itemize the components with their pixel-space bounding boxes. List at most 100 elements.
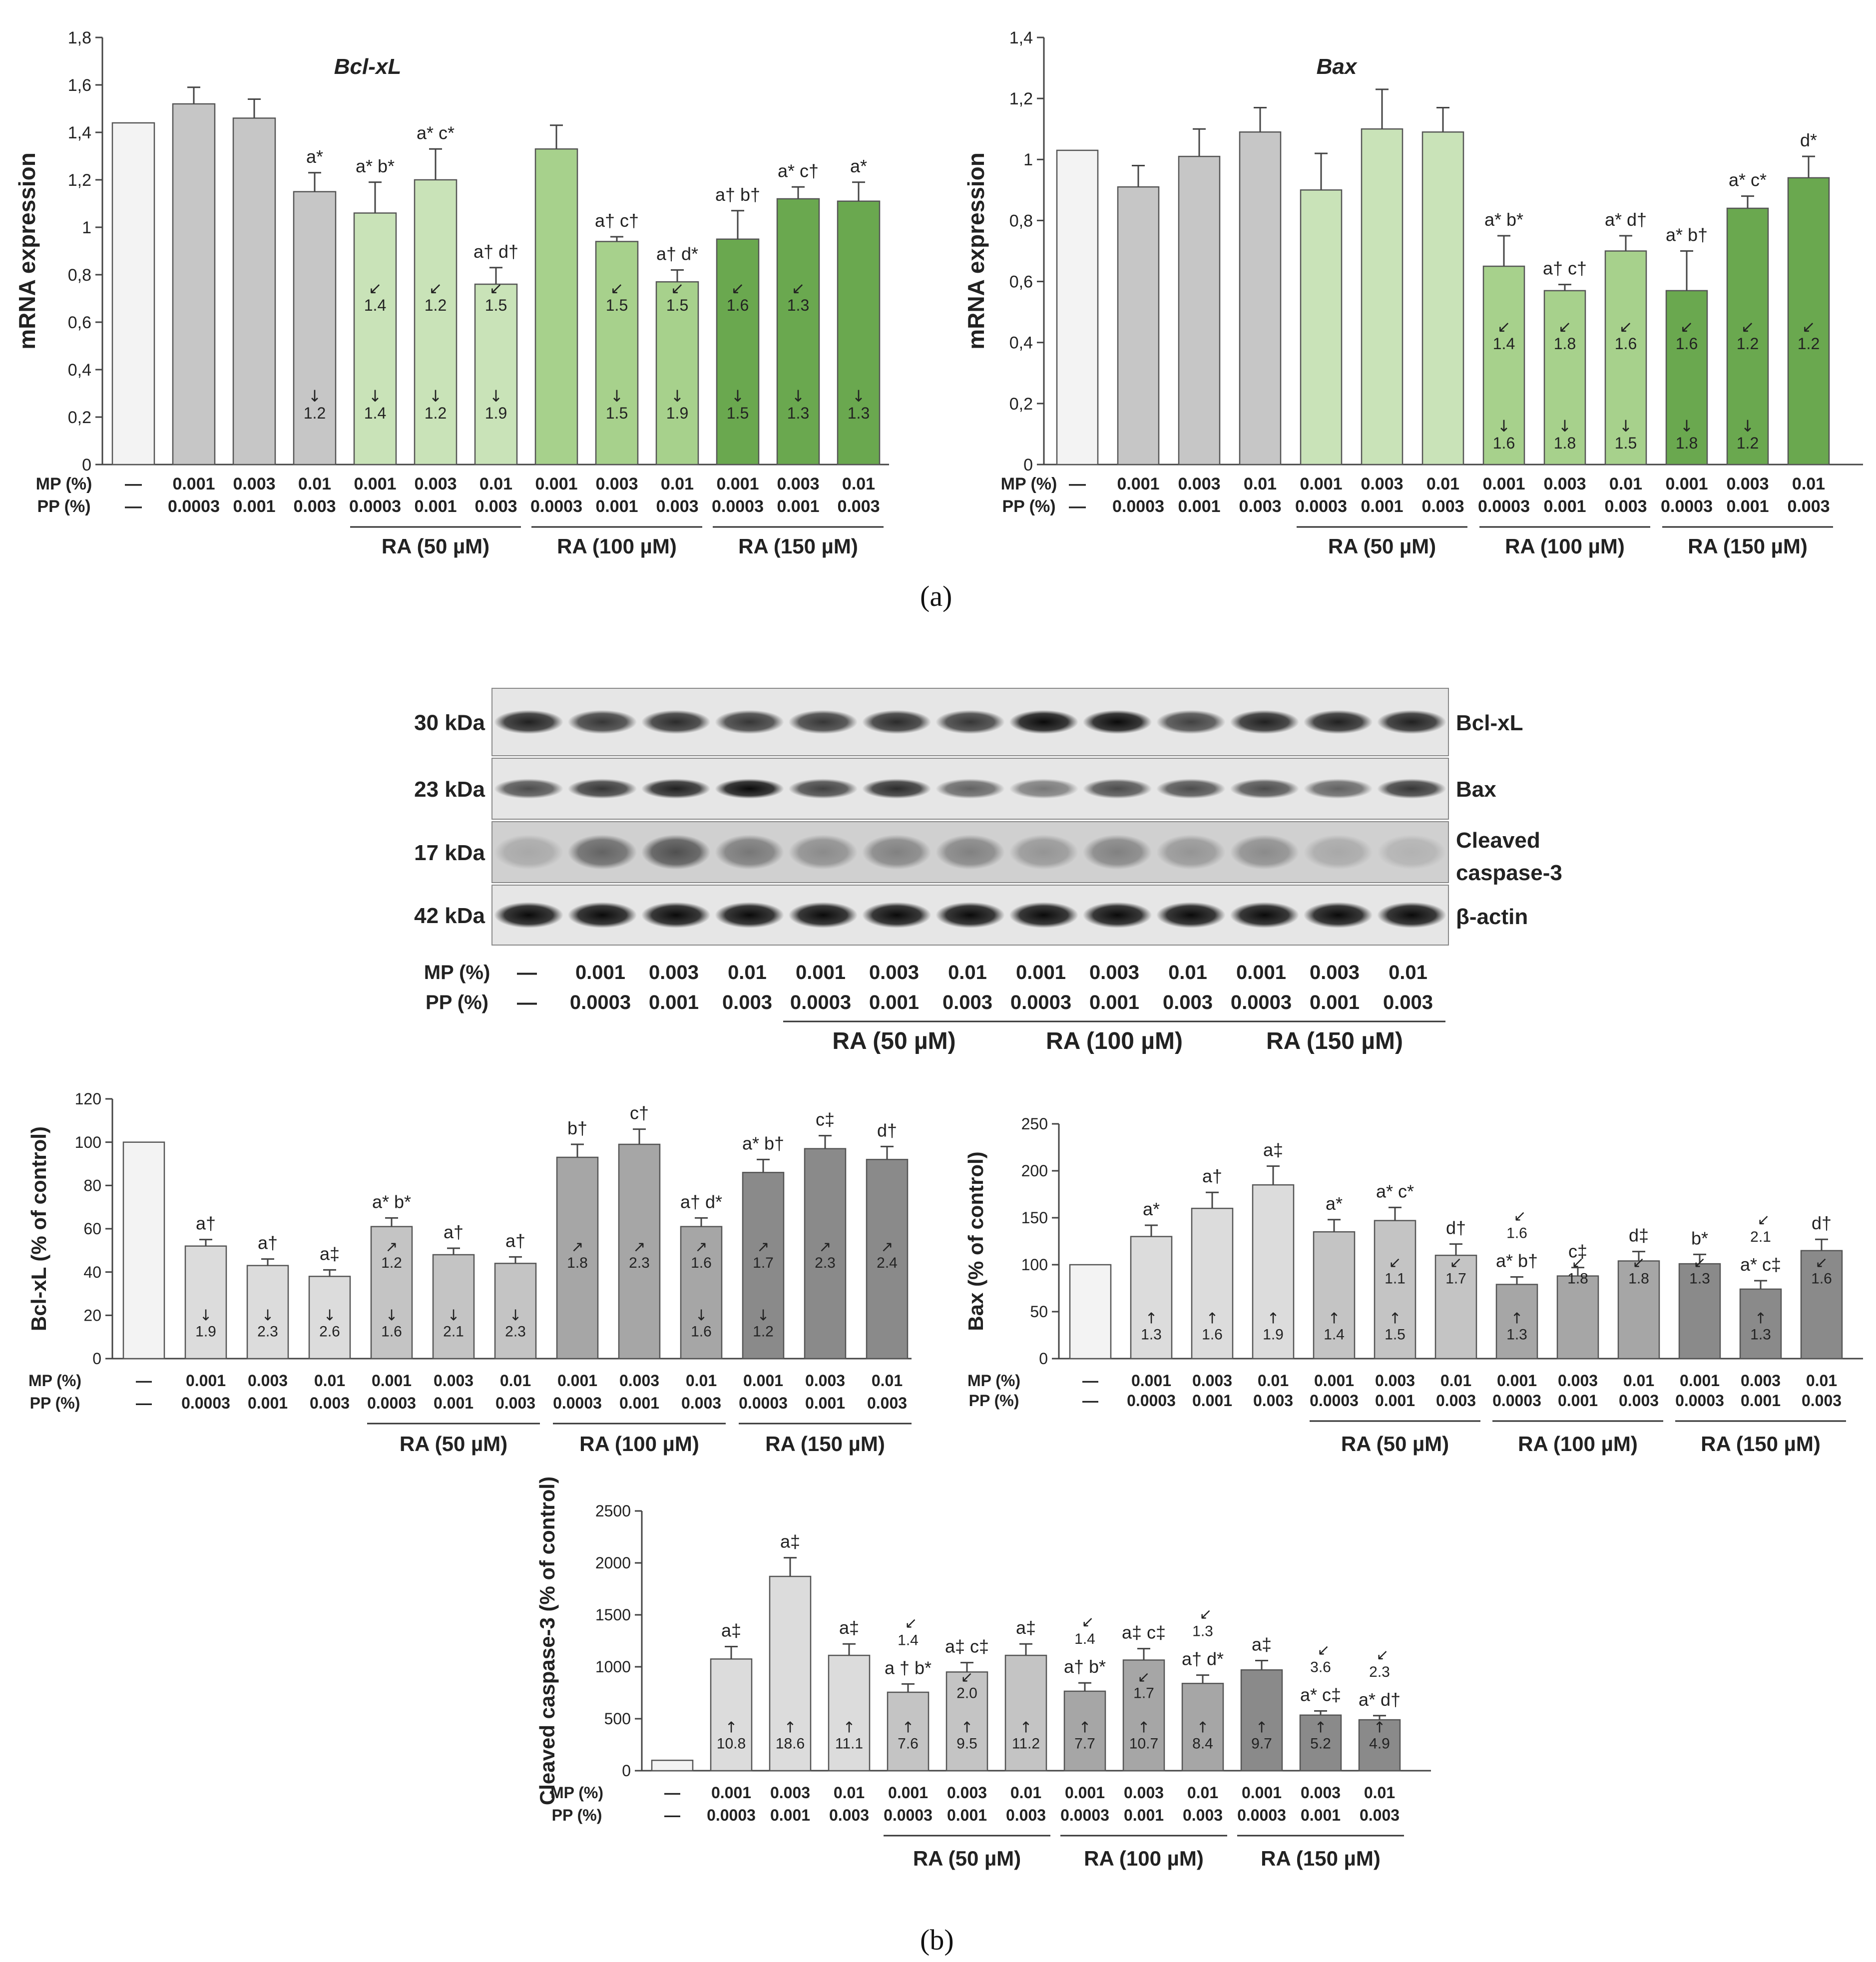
- pp-value: 0.0003: [1010, 991, 1071, 1013]
- panel-a-label: (a): [920, 580, 952, 612]
- bar: [1678, 1263, 1721, 1360]
- significance-label: a† c†: [595, 210, 639, 231]
- fold-change-label: 1.5: [485, 296, 507, 314]
- mp-value: 0.003: [1375, 1372, 1415, 1390]
- blot-band: [567, 710, 637, 734]
- bar: [716, 238, 760, 466]
- fold-change-label: 1.6: [381, 1324, 402, 1340]
- pp-value: 0.001: [1124, 1806, 1164, 1824]
- arrow-down-icon: ↓: [852, 387, 866, 406]
- fold-change-label: 2.1: [443, 1324, 464, 1340]
- blot-band: [1303, 835, 1373, 870]
- pp-value: 0.001: [1089, 991, 1139, 1013]
- arrow-diag-down-icon: ↙: [1571, 1254, 1584, 1272]
- mp-value: 0.003: [595, 475, 638, 493]
- group-label: RA (50 µM): [382, 534, 489, 558]
- pp-row-label: PP (%): [552, 1806, 602, 1824]
- bar: [1130, 1236, 1173, 1360]
- blot-band: [494, 902, 563, 928]
- y-tick-label: 1,6: [68, 76, 91, 95]
- bar: [1117, 186, 1160, 466]
- blot-band: [494, 779, 563, 799]
- blot-band: [1156, 779, 1226, 799]
- mp-value: 0.01: [872, 1372, 903, 1390]
- mp-value: 0.001: [535, 475, 577, 493]
- mp-value: —: [1069, 475, 1086, 493]
- blot-band: [788, 835, 858, 870]
- bar: [353, 212, 397, 466]
- fold-change-label: 18.6: [776, 1736, 805, 1752]
- arrow-diag-down-icon: ↙: [1389, 1254, 1401, 1272]
- blot-band: [1377, 835, 1446, 870]
- mp-value: 0.01: [298, 475, 331, 493]
- pp-value: 0.003: [656, 497, 698, 516]
- pp-value: 0.001: [1178, 497, 1220, 516]
- y-tick-label: 120: [75, 1090, 101, 1108]
- significance-label: a* d†: [1605, 209, 1647, 230]
- pp-value: 0.0003: [1492, 1392, 1541, 1410]
- fold-change-label: 5.2: [1310, 1736, 1331, 1752]
- mp-value: 0.003: [1124, 1784, 1164, 1802]
- mp-value: 0.01: [842, 475, 875, 493]
- fold-change-label: 1.5: [727, 404, 749, 422]
- mp-value: 0.01: [1010, 1784, 1041, 1802]
- y-tick-label: 40: [83, 1263, 101, 1281]
- mp-value: 0.001: [1065, 1784, 1105, 1802]
- fold-change-label: 1.9: [666, 404, 688, 422]
- bar: [1056, 149, 1099, 466]
- significance-label: a* b†: [1496, 1250, 1538, 1271]
- mp-value: 0.01: [1364, 1784, 1395, 1802]
- y-axis-label: mRNA expression: [14, 152, 40, 350]
- pp-row-label: PP (%): [1002, 497, 1055, 516]
- blot-band: [715, 779, 784, 799]
- fold-change-label: 1.2: [753, 1324, 774, 1340]
- pp-value: 0.0003: [1060, 1806, 1109, 1824]
- significance-label: a* b*: [372, 1191, 411, 1212]
- chart-bax_mrna: 0 0,2 0,4 0,6 0,8 1 1,2 1,4 mRNA expression Bax — —…: [963, 28, 1863, 558]
- pp-value: 0.003: [867, 1394, 907, 1412]
- pp-value: —: [125, 497, 142, 516]
- y-tick-label: 100: [75, 1133, 101, 1151]
- blot-band: [1303, 710, 1373, 734]
- bar: [122, 1141, 165, 1360]
- mp-value: 0.01: [661, 475, 694, 493]
- charts-layer: 0 0,2 0,4 0,6 0,8 1 1,2 1,4 1,6 1,8 mRNA expressio…: [14, 28, 1863, 1870]
- fold-change-label: 1.6: [1493, 434, 1515, 452]
- fold-change-label: 1.8: [1676, 434, 1698, 452]
- arrow-up-icon: ↑: [725, 1719, 737, 1737]
- pp-value: 0.003: [837, 497, 880, 516]
- fold-change-label: 1.5: [1615, 434, 1637, 452]
- kda-label: 42 kDa: [414, 904, 485, 928]
- mp-value: 0.01: [500, 1372, 531, 1390]
- blot-band: [1303, 902, 1373, 928]
- pp-value: —: [664, 1806, 680, 1824]
- bar: [111, 122, 155, 466]
- significance-label: d†: [1446, 1218, 1466, 1238]
- pp-value: 0.001: [434, 1394, 473, 1412]
- arrow-up-icon: ↑: [1314, 1719, 1327, 1737]
- significance-label: b†: [567, 1118, 587, 1138]
- pp-value: 0.003: [495, 1394, 535, 1412]
- fold-change-label: 1.3: [1506, 1327, 1527, 1343]
- y-tick-label: 250: [1021, 1115, 1048, 1133]
- mp-value: 0.001: [743, 1372, 783, 1390]
- pp-value: 0.0003: [1675, 1392, 1724, 1410]
- significance-label: a‡: [839, 1617, 859, 1638]
- arrow-down-icon: ↓: [509, 1307, 521, 1325]
- blot-band: [862, 710, 932, 734]
- bar: [494, 1263, 537, 1360]
- significance-label: a‡: [780, 1531, 800, 1552]
- arrow-diag-down-icon: ↙: [429, 279, 443, 298]
- pp-value: 0.0003: [1237, 1806, 1286, 1824]
- arrow-diag-down-icon: ↙: [610, 279, 624, 298]
- fold-change-label: 1.2: [425, 296, 447, 314]
- y-axis-label: mRNA expression: [963, 152, 989, 350]
- arrow-up-icon: ↑: [1145, 1310, 1157, 1328]
- significance-label: a† d*: [1182, 1649, 1224, 1669]
- fold-change-label: 1.2: [425, 404, 447, 422]
- panel-b-label: (b): [920, 1924, 954, 1956]
- arrow-up-icon: ↑: [1137, 1719, 1150, 1737]
- group-label: RA (150 µM): [1266, 1028, 1403, 1054]
- bar: [595, 241, 639, 466]
- y-tick-label: 2000: [595, 1554, 631, 1572]
